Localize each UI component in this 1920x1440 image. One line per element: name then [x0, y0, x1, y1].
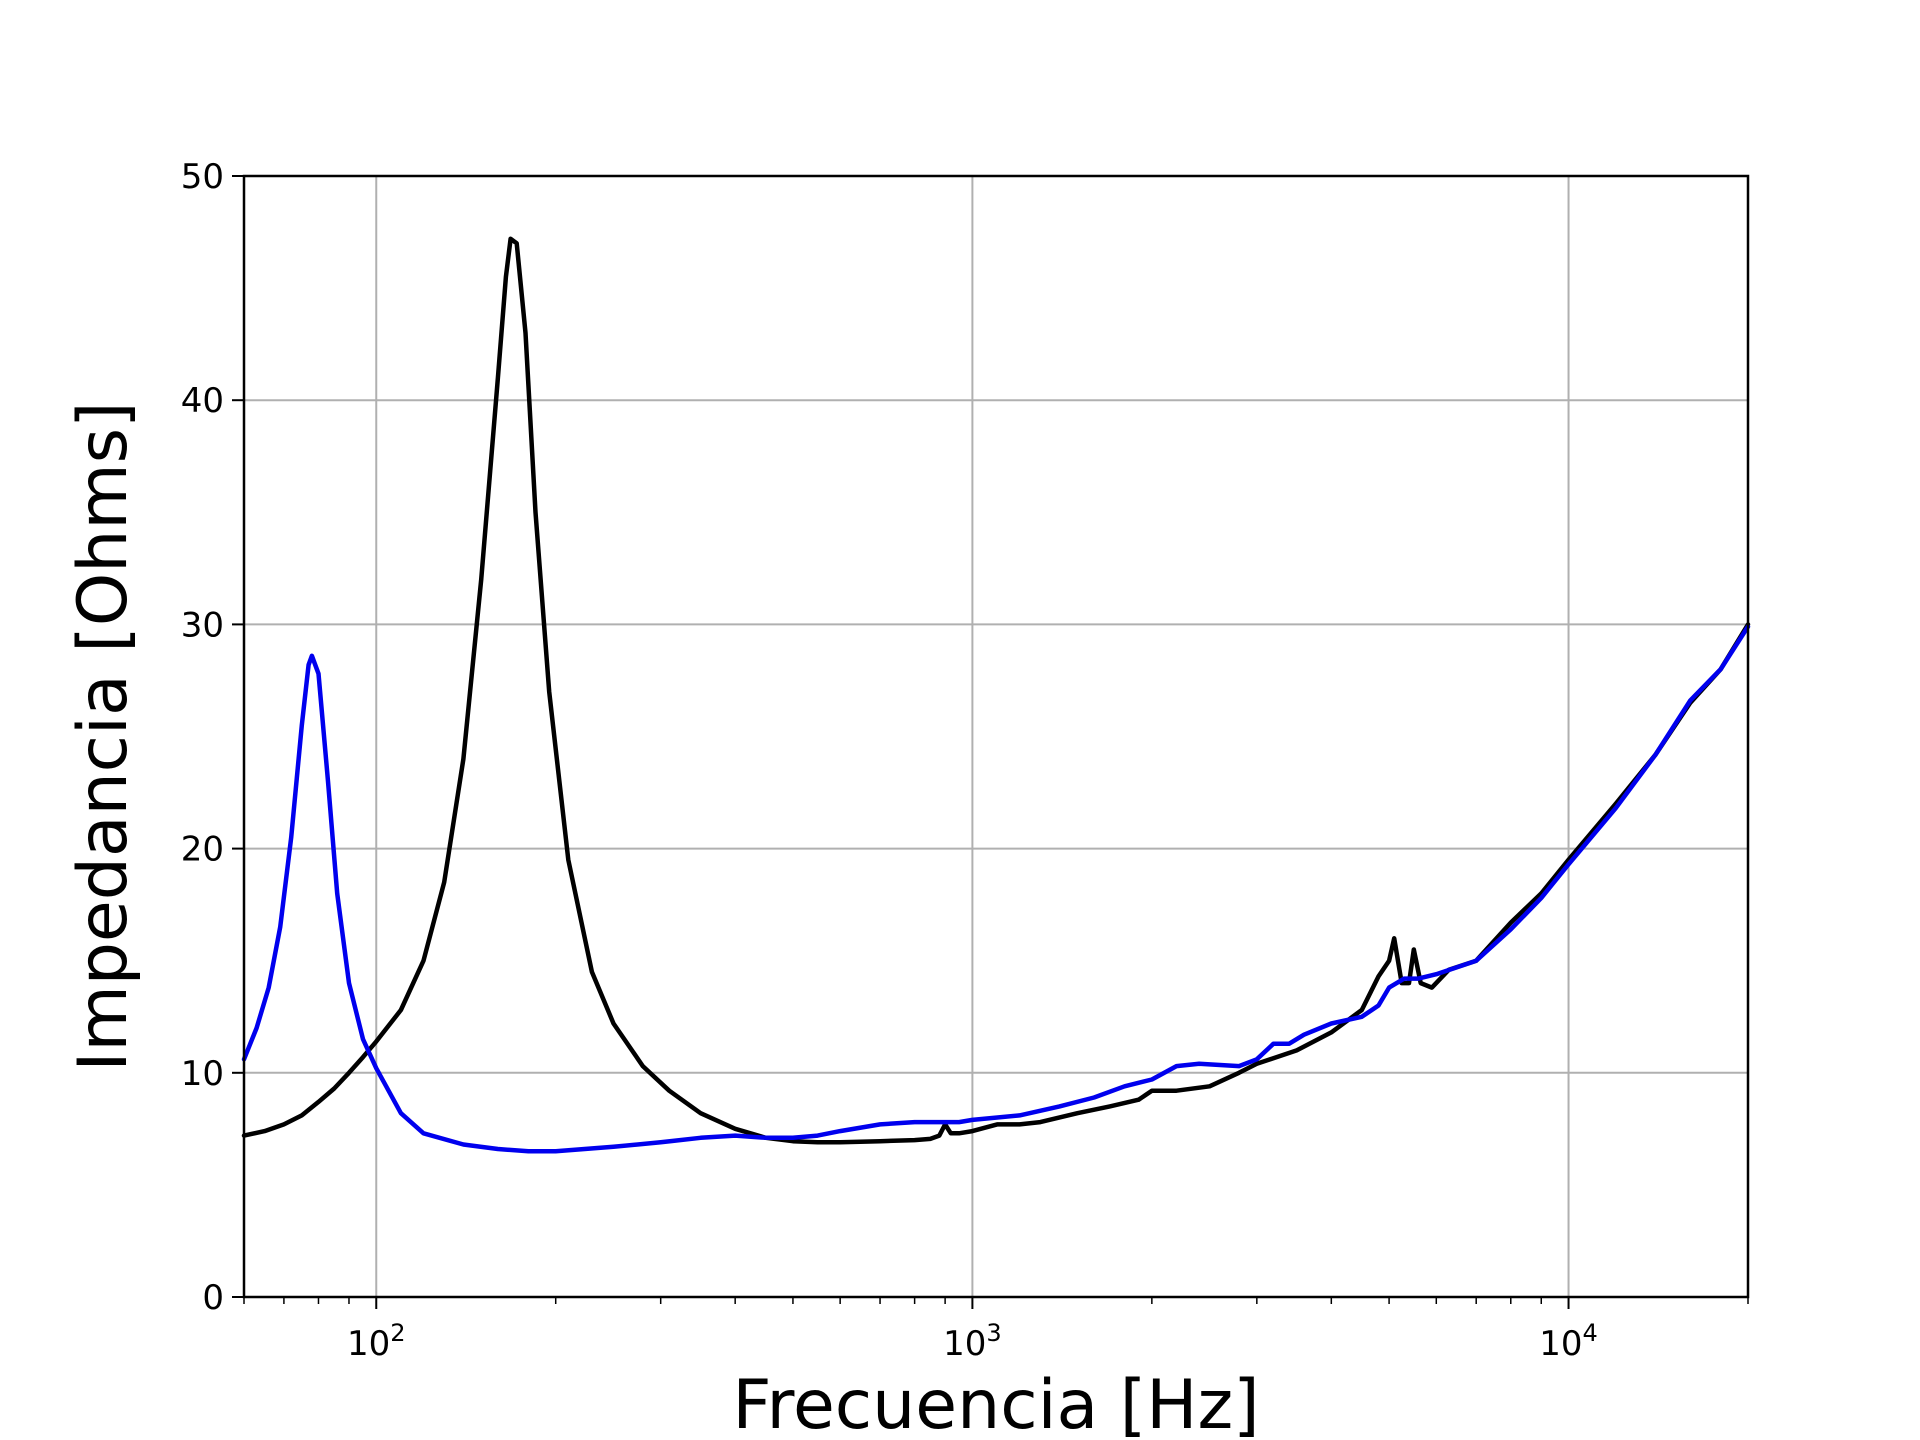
plot-frame — [242, 174, 1750, 1299]
x-tick-label-exponent: 2 — [390, 1319, 405, 1347]
x-tick-label-base: 10 — [943, 1324, 986, 1364]
tick-layer — [232, 175, 1749, 1309]
y-axis-title: Impedancia [Ohms] — [64, 401, 143, 1071]
series-layer — [241, 236, 1751, 1154]
y-tick-label: 20 — [181, 830, 224, 870]
series-line — [241, 236, 1751, 1145]
x-tick-label-exponent: 4 — [1583, 1319, 1598, 1347]
x-axis-title: Frecuencia [Hz] — [732, 1366, 1259, 1440]
x-tick-label: 102 — [347, 1319, 406, 1364]
y-tick-label: 40 — [181, 381, 224, 421]
x-tick-label: 103 — [943, 1319, 1002, 1364]
y-tick-label: 0 — [202, 1278, 224, 1318]
y-tick-label: 50 — [181, 157, 224, 197]
x-tick-label-exponent: 3 — [986, 1319, 1001, 1347]
series-line — [241, 624, 1751, 1154]
x-tick-label: 104 — [1539, 1319, 1598, 1364]
y-tick-label: 30 — [181, 605, 224, 645]
x-tick-label-base: 10 — [347, 1324, 390, 1364]
y-tick-label: 10 — [181, 1054, 224, 1094]
x-tick-label-base: 10 — [1539, 1324, 1582, 1364]
